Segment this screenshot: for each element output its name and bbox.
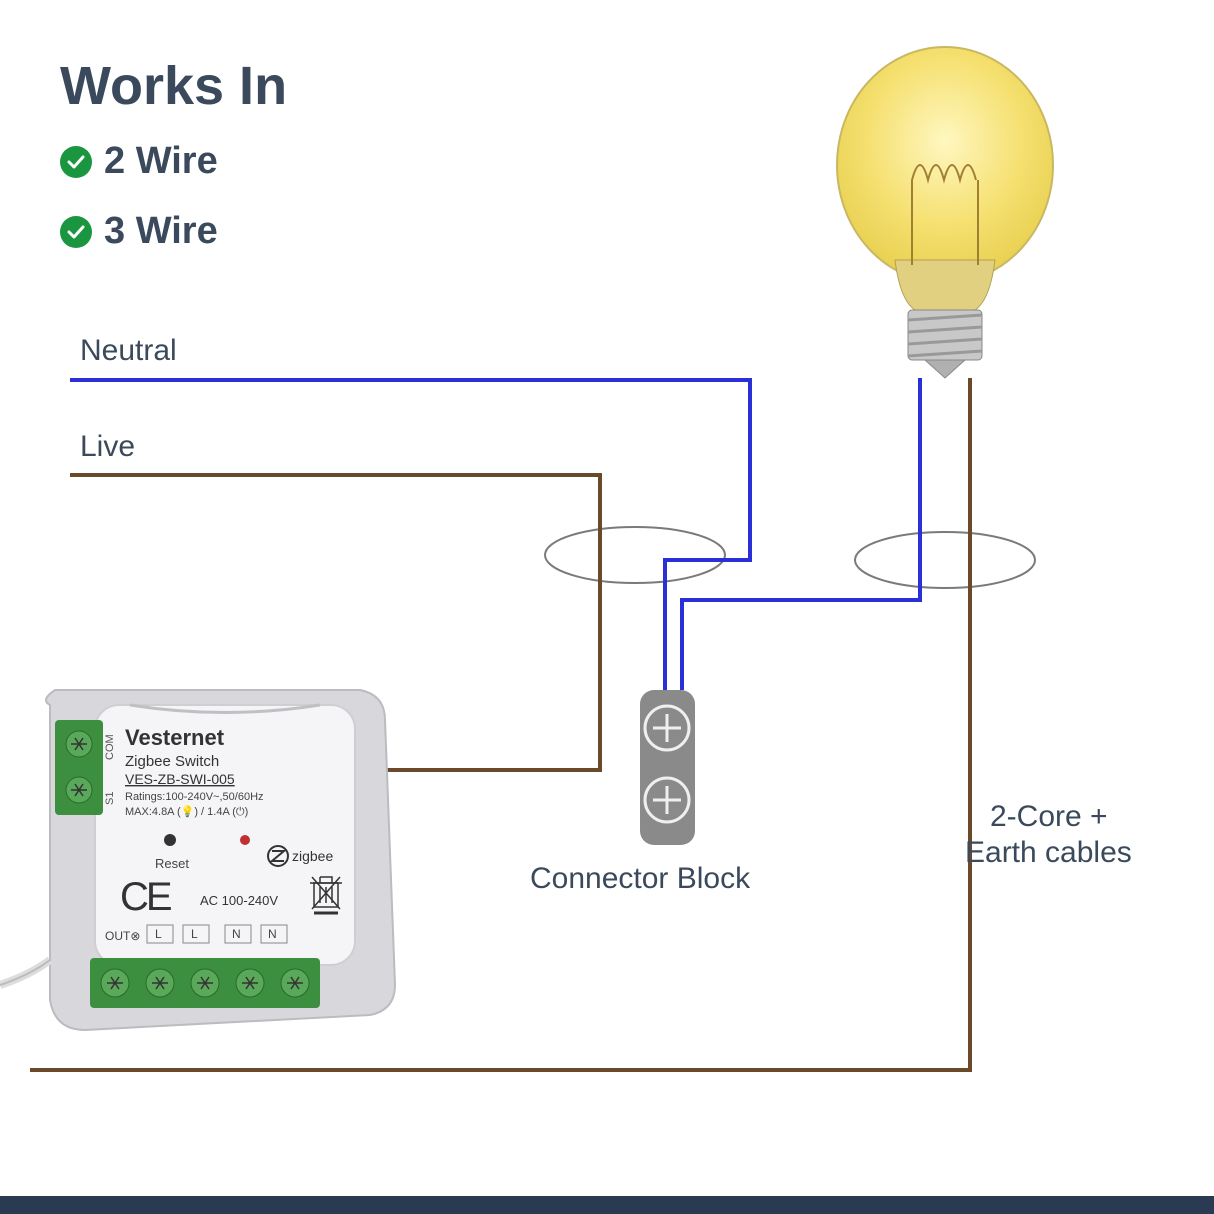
neutral-wire — [70, 380, 750, 690]
svg-text:zigbee: zigbee — [292, 848, 333, 864]
svg-text:OUT⊗: OUT⊗ — [105, 929, 140, 943]
footer-bar — [0, 1196, 1214, 1214]
connector-block — [640, 690, 695, 845]
svg-text:Zigbee Switch: Zigbee Switch — [125, 753, 219, 770]
cable-bundle-ellipse — [855, 532, 1035, 588]
cable-bundle-ellipse — [545, 527, 725, 583]
neutral-wire — [682, 378, 920, 690]
cables-label-2: Earth cables — [965, 836, 1132, 870]
svg-text:VES-ZB-SWI-005: VES-ZB-SWI-005 — [125, 771, 235, 787]
svg-text:L: L — [155, 927, 162, 941]
svg-text:COM: COM — [104, 734, 116, 760]
device-brand: Vesternet — [125, 725, 225, 750]
svg-text:MAX:4.8A (💡) / 1.4A (⏻): MAX:4.8A (💡) / 1.4A (⏻) — [125, 805, 248, 818]
svg-text:L: L — [191, 927, 198, 941]
svg-text:Reset: Reset — [155, 856, 189, 871]
svg-text:CE: CE — [120, 875, 171, 919]
wiring-diagram: COM S1 Vesternet Zigbee Switch VES-ZB-SW… — [0, 0, 1214, 1214]
cables-label-1: 2-Core + — [990, 800, 1108, 834]
svg-text:AC 100-240V: AC 100-240V — [200, 893, 278, 908]
svg-text:Ratings:100-240V~,50/60Hz: Ratings:100-240V~,50/60Hz — [125, 791, 264, 803]
svg-text:N: N — [268, 927, 277, 941]
svg-text:N: N — [232, 927, 241, 941]
svg-text:S1: S1 — [104, 792, 116, 805]
connector-block-label: Connector Block — [530, 862, 750, 896]
zigbee-switch-device: COM S1 Vesternet Zigbee Switch VES-ZB-SW… — [0, 690, 395, 1030]
lightbulb-icon — [837, 47, 1053, 378]
